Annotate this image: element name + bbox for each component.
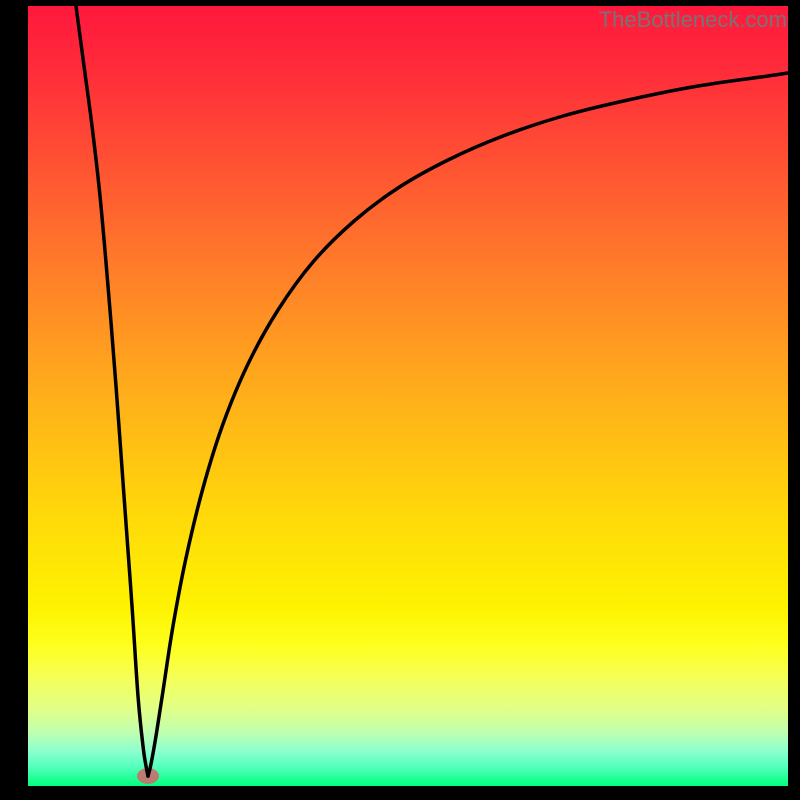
curve-layer: [28, 6, 788, 786]
chart-container: TheBottleneck.com: [0, 0, 800, 800]
watermark-text: TheBottleneck.com: [599, 7, 787, 33]
plot-area: [28, 6, 788, 786]
curve-left-branch: [76, 6, 148, 776]
curve-right-branch: [148, 73, 788, 776]
